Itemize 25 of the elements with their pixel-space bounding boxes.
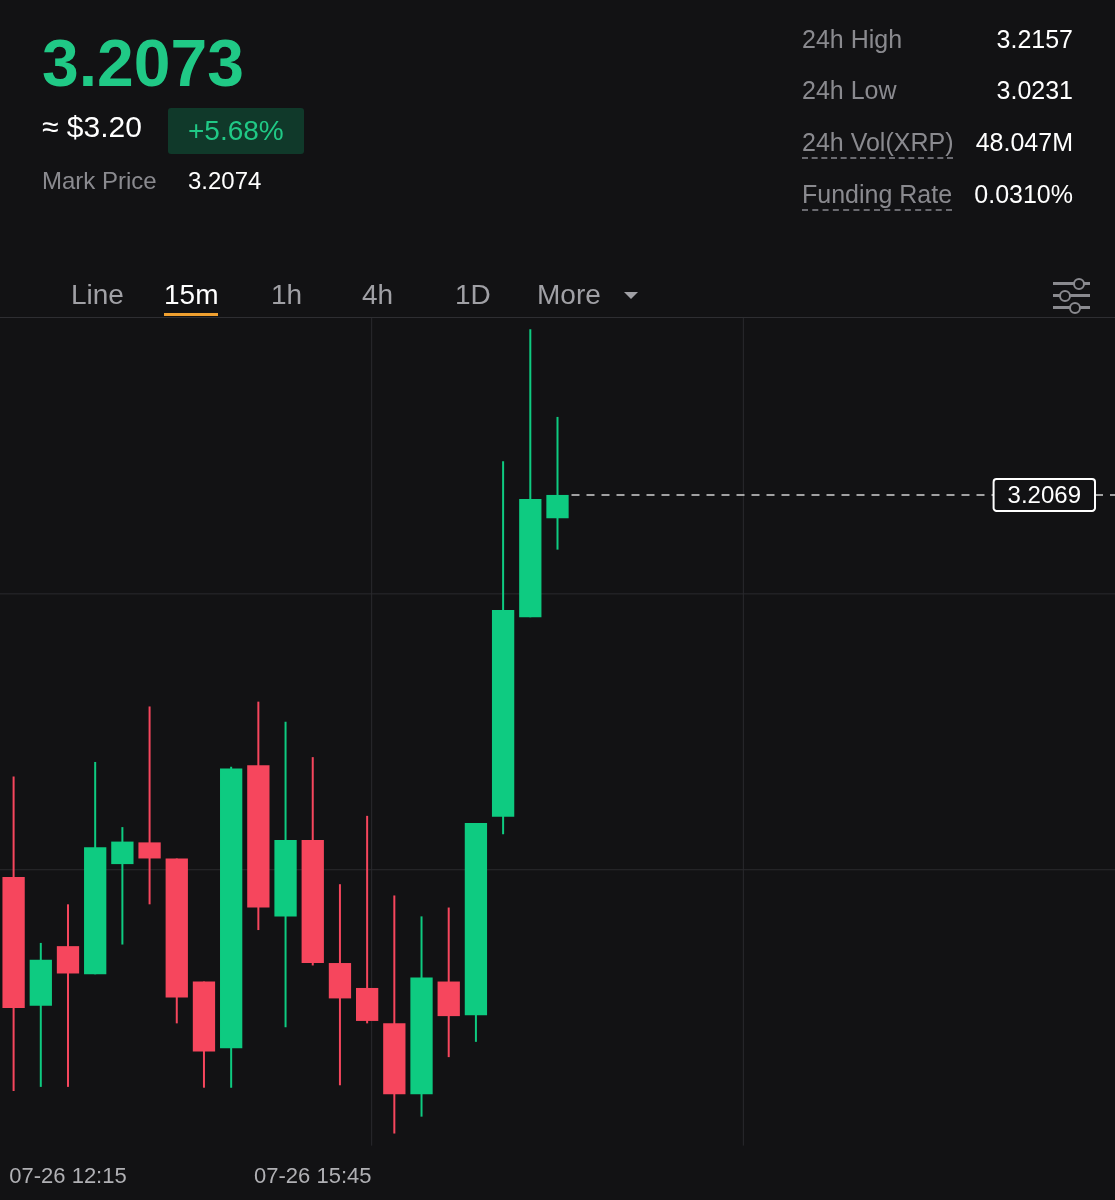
text: 4h bbox=[362, 279, 394, 310]
text: More bbox=[537, 279, 601, 310]
text: 15m bbox=[164, 279, 219, 310]
text: 48.047M bbox=[975, 128, 1073, 156]
text: 3.0231 bbox=[996, 76, 1073, 104]
text: 3.2073 bbox=[42, 26, 244, 100]
text: 24h High bbox=[802, 25, 903, 53]
x-tick-label: 07-26 12:15 bbox=[9, 1162, 127, 1188]
candlestick bbox=[111, 826, 134, 946]
text: ≈ $3.20 bbox=[42, 110, 142, 143]
text: Funding Rate bbox=[802, 180, 953, 211]
text: 0.0310% bbox=[974, 180, 1073, 208]
text: 24h Vol(XRP) bbox=[802, 128, 954, 159]
text: 24h Low bbox=[802, 76, 897, 104]
candlestick bbox=[138, 705, 161, 906]
annotation: 3.2069 bbox=[1007, 480, 1081, 508]
text: Line bbox=[71, 279, 124, 310]
text: 3.2074 bbox=[188, 167, 262, 194]
text: Mark Price bbox=[42, 167, 157, 194]
text: 1h bbox=[271, 279, 303, 310]
candlestick bbox=[546, 415, 569, 551]
text: +5.68% bbox=[168, 108, 304, 154]
x-tick-label: 07-26 15:45 bbox=[254, 1162, 372, 1188]
text: 1D bbox=[455, 279, 491, 310]
text: 3.2157 bbox=[996, 25, 1073, 53]
